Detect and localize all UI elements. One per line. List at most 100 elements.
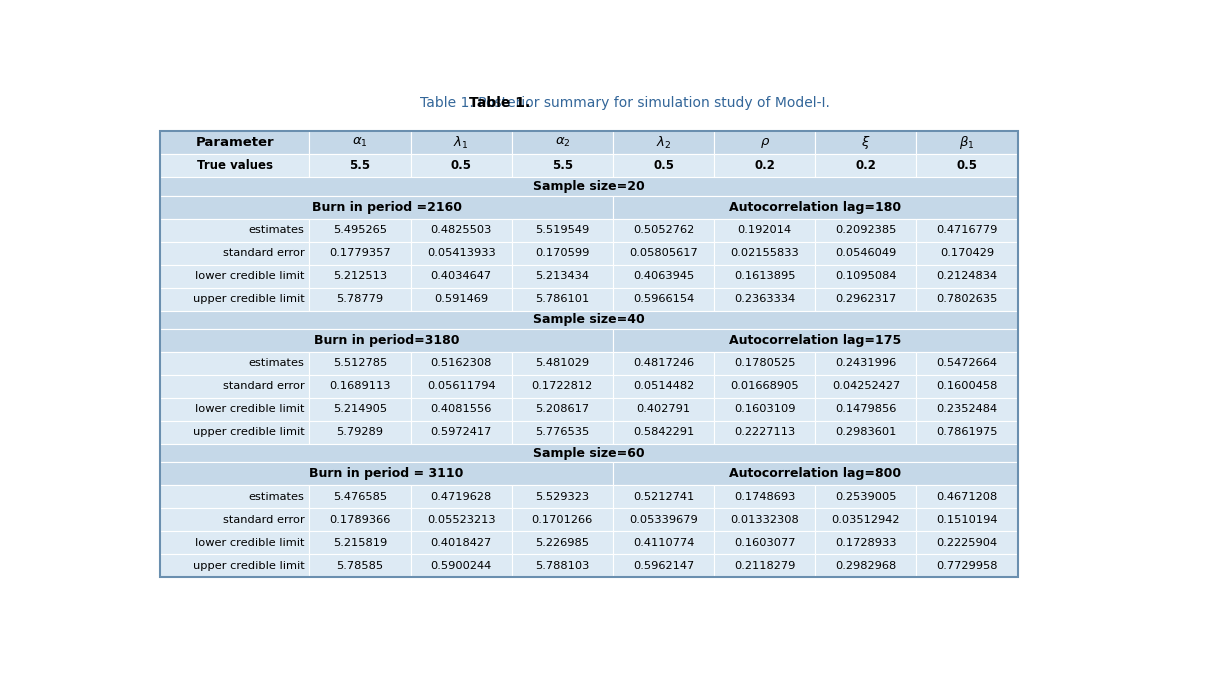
Text: 0.5: 0.5 (450, 160, 472, 172)
Text: 0.0546049: 0.0546049 (836, 248, 897, 258)
Text: lower credible limit: lower credible limit (195, 271, 305, 281)
Text: 5.529323: 5.529323 (536, 492, 589, 502)
Text: 0.5052762: 0.5052762 (633, 225, 694, 235)
Text: $\lambda_2$: $\lambda_2$ (656, 135, 671, 151)
Bar (612, 398, 714, 421)
Bar (160, 311, 1017, 329)
Bar (411, 352, 512, 375)
Bar (310, 485, 411, 508)
Text: 0.4825503: 0.4825503 (431, 225, 492, 235)
Bar (512, 287, 612, 311)
Text: 0.04252427: 0.04252427 (832, 382, 900, 391)
Bar (160, 421, 310, 444)
Text: 5.79289: 5.79289 (337, 428, 383, 437)
Text: 5.519549: 5.519549 (536, 225, 589, 235)
Text: 0.1779357: 0.1779357 (329, 248, 390, 258)
Bar (714, 555, 815, 577)
Text: 0.7802635: 0.7802635 (937, 294, 998, 304)
Bar (160, 264, 310, 287)
Text: 0.1510194: 0.1510194 (936, 515, 998, 525)
Bar (512, 242, 612, 264)
Bar (160, 219, 310, 242)
Bar (612, 154, 714, 178)
Bar (714, 352, 815, 375)
Text: 0.4018427: 0.4018427 (431, 538, 492, 548)
Bar (310, 219, 411, 242)
Bar (714, 485, 815, 508)
Text: 5.5: 5.5 (349, 160, 371, 172)
Text: upper credible limit: upper credible limit (193, 561, 305, 570)
Text: upper credible limit: upper credible limit (193, 428, 305, 437)
Bar (160, 242, 310, 264)
Text: 0.4716779: 0.4716779 (937, 225, 998, 235)
Bar (411, 508, 512, 531)
Bar (612, 421, 714, 444)
Text: 5.788103: 5.788103 (536, 561, 589, 570)
Text: 5.786101: 5.786101 (536, 294, 589, 304)
Bar (612, 196, 1017, 219)
Bar (160, 287, 310, 311)
Bar (411, 264, 512, 287)
Text: 0.1600458: 0.1600458 (937, 382, 998, 391)
Bar (512, 555, 612, 577)
Text: estimates: estimates (249, 225, 305, 235)
Text: $\beta_1$: $\beta_1$ (959, 135, 975, 151)
Bar (815, 154, 916, 178)
Text: 0.2227113: 0.2227113 (734, 428, 795, 437)
Text: 0.1603077: 0.1603077 (734, 538, 795, 548)
Bar (916, 421, 1017, 444)
Text: 0.5962147: 0.5962147 (633, 561, 694, 570)
Bar (512, 485, 612, 508)
Text: 5.78779: 5.78779 (337, 294, 383, 304)
Bar (512, 264, 612, 287)
Bar (714, 375, 815, 398)
Text: 0.2962317: 0.2962317 (836, 294, 897, 304)
Bar (310, 352, 411, 375)
Bar (512, 352, 612, 375)
Text: 0.2092385: 0.2092385 (836, 225, 897, 235)
Text: 0.2225904: 0.2225904 (937, 538, 998, 548)
Bar (411, 531, 512, 555)
Text: 0.4110774: 0.4110774 (633, 538, 694, 548)
Bar (815, 352, 916, 375)
Bar (612, 242, 714, 264)
Bar (310, 242, 411, 264)
Text: standard error: standard error (223, 382, 305, 391)
Bar (512, 154, 612, 178)
Bar (815, 508, 916, 531)
Text: 0.7729958: 0.7729958 (936, 561, 998, 570)
Bar (916, 287, 1017, 311)
Bar (160, 375, 310, 398)
Text: standard error: standard error (223, 515, 305, 525)
Bar (612, 264, 714, 287)
Text: 0.4034647: 0.4034647 (431, 271, 492, 281)
Text: 0.402791: 0.402791 (637, 405, 691, 414)
Text: 0.2983601: 0.2983601 (836, 428, 897, 437)
Text: 5.213434: 5.213434 (536, 271, 589, 281)
Text: lower credible limit: lower credible limit (195, 405, 305, 414)
Text: 0.4671208: 0.4671208 (937, 492, 998, 502)
Bar (916, 485, 1017, 508)
Text: 5.212513: 5.212513 (333, 271, 387, 281)
Text: 0.5900244: 0.5900244 (431, 561, 492, 570)
Text: Table 1. Posterior summary for simulation study of Model-I.: Table 1. Posterior summary for simulatio… (421, 96, 830, 110)
Text: Sample size=20: Sample size=20 (533, 180, 644, 193)
Text: 0.2: 0.2 (754, 160, 775, 172)
Text: 0.05413933: 0.05413933 (427, 248, 495, 258)
Text: 0.4817246: 0.4817246 (633, 359, 694, 369)
Text: 0.2: 0.2 (855, 160, 876, 172)
Text: 0.5212741: 0.5212741 (633, 492, 694, 502)
Bar (612, 375, 714, 398)
Bar (612, 555, 714, 577)
Bar (612, 531, 714, 555)
Text: lower credible limit: lower credible limit (195, 538, 305, 548)
Bar (612, 352, 714, 375)
Bar (815, 555, 916, 577)
Text: 0.1748693: 0.1748693 (734, 492, 795, 502)
Text: 0.1095084: 0.1095084 (836, 271, 897, 281)
Text: 0.1789366: 0.1789366 (329, 515, 390, 525)
Bar (714, 219, 815, 242)
Bar (916, 555, 1017, 577)
Bar (714, 154, 815, 178)
Bar (612, 329, 1017, 352)
